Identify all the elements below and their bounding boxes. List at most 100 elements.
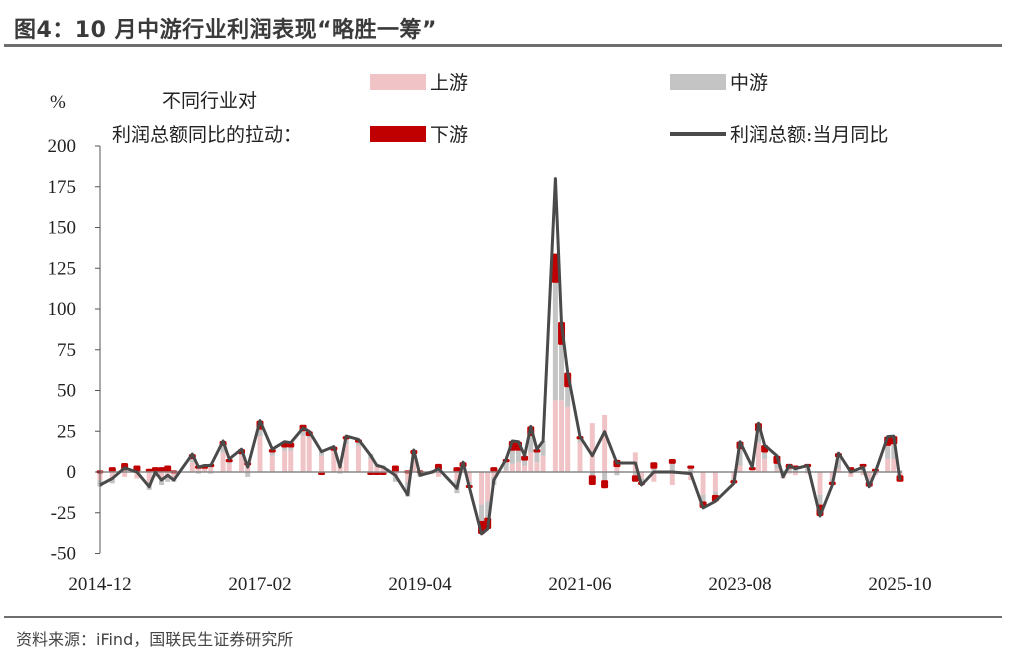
bar-upstream (639, 472, 645, 479)
bar-midstream (712, 491, 718, 495)
bar-midstream (589, 472, 595, 476)
bar-midstream (866, 478, 872, 482)
bar-midstream (195, 472, 201, 474)
bar-midstream (435, 470, 441, 472)
bar-upstream (479, 472, 485, 505)
bar-upstream (805, 472, 811, 474)
bar-midstream (306, 436, 312, 438)
bar-upstream (189, 462, 195, 472)
x-ticks: 2014-12 2017-02 2019-04 2021-06 2023-08 2025-… (68, 574, 931, 595)
bar-midstream (534, 452, 540, 463)
bar-midstream (700, 494, 706, 502)
bar-upstream (319, 455, 325, 472)
bar-midstream (522, 460, 528, 466)
bar-midstream (515, 450, 521, 463)
bar-upstream (239, 455, 245, 472)
bar-upstream (374, 465, 380, 472)
bar-upstream (614, 467, 620, 472)
bar-upstream (577, 442, 583, 472)
bar-midstream (189, 458, 195, 463)
bar-upstream (306, 437, 312, 472)
bar-midstream (835, 457, 841, 469)
bar-upstream (331, 450, 337, 472)
bar-upstream (860, 472, 866, 476)
bar-upstream (509, 463, 515, 472)
y-ticks: 200 175 150 125 100 75 50 25 0 -25 -50 (48, 136, 100, 565)
bar-upstream (411, 455, 417, 472)
bar-midstream (509, 450, 515, 464)
bar-midstream (165, 478, 171, 482)
bar-upstream (786, 472, 792, 474)
bar-upstream (288, 450, 294, 472)
bar-upstream (559, 400, 565, 472)
y-tick-label: 75 (57, 340, 76, 361)
bar-upstream (109, 472, 115, 479)
bar-upstream (835, 468, 841, 472)
total-line (99, 177, 902, 536)
bar-midstream (159, 480, 165, 486)
bar-upstream (515, 462, 521, 472)
legend-heading-1: 不同行业对 (162, 90, 258, 112)
x-tick-label: 2014-12 (68, 574, 131, 595)
bar-upstream (503, 470, 509, 472)
bar-upstream (337, 465, 343, 472)
bars-group (96, 253, 904, 534)
x-tick-label: 2023-08 (708, 574, 771, 595)
bar-midstream (220, 445, 226, 453)
bar-upstream (565, 406, 571, 472)
bar-upstream (669, 472, 675, 486)
bar-midstream (780, 470, 786, 472)
bar-upstream (602, 414, 608, 472)
y-tick-label: 50 (57, 381, 76, 402)
bar-midstream (540, 441, 546, 456)
bar-upstream (257, 436, 263, 472)
bar-downstream (268, 449, 276, 453)
legend-swatch-midstream (670, 74, 726, 90)
bar-midstream (479, 504, 485, 521)
bar-midstream (226, 462, 232, 464)
bar-upstream (762, 458, 768, 472)
bar-midstream (239, 454, 245, 456)
bar-midstream (355, 442, 361, 446)
bar-upstream (171, 472, 177, 481)
bar-midstream (577, 439, 583, 443)
y-tick-label: 100 (48, 299, 77, 320)
y-tick-label: 200 (48, 136, 77, 157)
bar-upstream (134, 472, 140, 479)
bar-upstream (460, 468, 466, 472)
bar-upstream (712, 472, 718, 492)
bar-upstream (454, 472, 460, 481)
bar-downstream (588, 475, 596, 486)
chart-title: 图4：10 月中游行业利润表现“略胜一筹” (14, 18, 438, 43)
x-tick-label: 2019-04 (388, 574, 452, 595)
legend-swatch-upstream (370, 74, 426, 90)
bar-upstream (755, 442, 761, 472)
bar-downstream (453, 467, 461, 472)
bar-upstream (405, 472, 411, 482)
bar-downstream (687, 465, 695, 469)
bar-downstream (668, 458, 676, 464)
bar-downstream (551, 253, 559, 283)
bar-upstream (540, 455, 546, 472)
bar-midstream (319, 450, 325, 456)
bar-upstream (355, 445, 361, 472)
bar-midstream (786, 468, 792, 472)
bar-upstream (195, 468, 201, 472)
bar-upstream (737, 465, 743, 472)
legend-label-downstream: 下游 (430, 124, 469, 146)
bar-upstream (528, 452, 534, 472)
bar-downstream (158, 467, 166, 472)
bar-midstream (245, 472, 251, 477)
bar-midstream (208, 472, 214, 474)
x-tick-label: 2025-10 (868, 574, 931, 595)
bar-upstream (269, 455, 275, 472)
bar-downstream (151, 467, 159, 472)
bar-midstream (485, 501, 491, 518)
bar-midstream (762, 452, 768, 459)
bar-upstream (202, 468, 208, 472)
bar-midstream (688, 468, 694, 472)
bar-upstream (749, 468, 755, 472)
bar-midstream (528, 436, 534, 453)
bar-midstream (503, 462, 509, 471)
bar-upstream (220, 452, 226, 472)
